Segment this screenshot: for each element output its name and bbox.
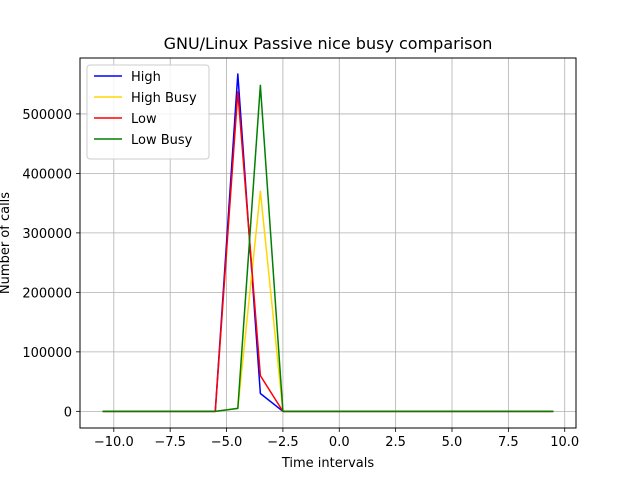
y-axis-title: Number of calls [0, 192, 13, 294]
y-tick-label: 400000 [22, 167, 72, 182]
x-tick-label: 0.0 [329, 435, 350, 450]
y-axis: 0 100000 200000 300000 400000 500000 [22, 108, 80, 420]
legend-label-high: High [131, 70, 161, 85]
series-line-low-busy [102, 84, 554, 413]
x-tick-label: −10.0 [94, 435, 134, 450]
chart-title: GNU/Linux Passive nice busy comparison [164, 34, 493, 53]
x-tick-label: 10.0 [550, 435, 579, 450]
x-tick-label: 5.0 [442, 435, 463, 450]
x-tick-label: −2.5 [267, 435, 299, 450]
y-tick-label: 100000 [22, 346, 72, 361]
series-lines [102, 73, 554, 413]
x-tick-label: 2.5 [385, 435, 406, 450]
x-tick-label: −7.5 [154, 435, 186, 450]
legend: High High Busy Low Low Busy [86, 64, 210, 160]
legend-label-high-busy: High Busy [131, 91, 197, 106]
y-tick-label: 0 [64, 405, 72, 420]
x-axis-title: Time intervals [281, 456, 375, 471]
plot-area-frame [79, 57, 577, 429]
legend-label-low-busy: Low Busy [131, 133, 193, 148]
x-tick-label: 7.5 [498, 435, 519, 450]
y-tick-label: 300000 [22, 227, 72, 242]
legend-label-low: Low [131, 112, 157, 127]
y-tick-label: 200000 [22, 286, 72, 301]
legend-box [86, 64, 210, 160]
y-tick-label: 500000 [22, 108, 72, 123]
x-tick-label: −5.0 [211, 435, 243, 450]
x-axis: −10.0 −7.5 −5.0 −2.5 0.0 2.5 5.0 7.5 10.0 [94, 428, 579, 450]
